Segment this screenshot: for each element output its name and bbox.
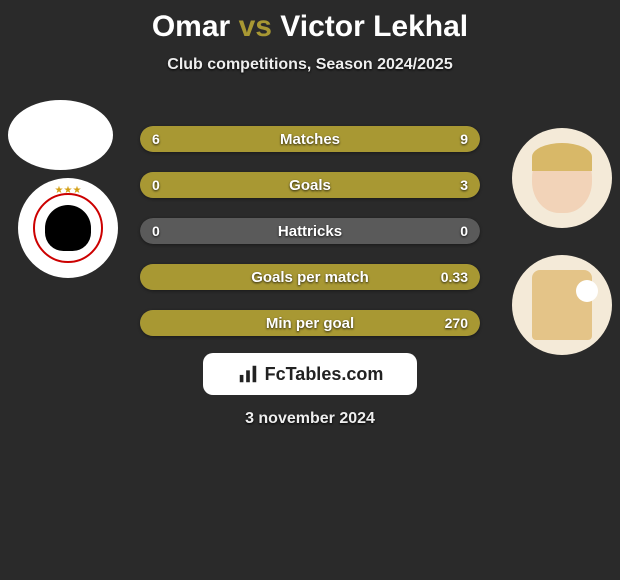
stat-value-right: 3: [460, 172, 468, 198]
player1-name: Omar: [152, 10, 230, 43]
stat-label: Goals per match: [140, 264, 480, 290]
stat-label: Goals: [140, 172, 480, 198]
stat-value-left: 6: [152, 126, 160, 152]
comparison-title: Omar vs Victor Lekhal: [0, 0, 620, 44]
player1-team-badge: ★★★: [18, 178, 118, 278]
stat-row: Goals per match0.33: [140, 264, 480, 290]
stat-bars: Matches69Goals03Hattricks00Goals per mat…: [140, 126, 480, 356]
stat-row: Goals0 3: [140, 172, 480, 198]
subtitle: Club competitions, Season 2024/2025: [0, 56, 620, 74]
stat-value-left: 0: [152, 218, 160, 244]
player1-avatar: [8, 100, 113, 170]
player2-team-badge: [512, 255, 612, 355]
brand-text: FcTables.com: [265, 364, 384, 385]
stat-row: Hattricks0 0: [140, 218, 480, 244]
stat-value-right: 0.33: [441, 264, 468, 290]
player2-name: Victor Lekhal: [280, 10, 468, 43]
player2-avatar: [512, 128, 612, 228]
stat-value-right: 9: [460, 126, 468, 152]
chart-icon: [237, 363, 259, 385]
brand-badge: FcTables.com: [203, 353, 417, 395]
stat-row: Min per goal270: [140, 310, 480, 336]
stat-label: Hattricks: [140, 218, 480, 244]
stat-label: Min per goal: [140, 310, 480, 336]
stat-row: Matches6 9: [140, 126, 480, 152]
date-label: 3 november 2024: [0, 410, 620, 428]
stat-value-left: 0: [152, 172, 160, 198]
stat-value-right: 270: [445, 310, 468, 336]
vs-label: vs: [239, 10, 272, 43]
stat-label: Matches: [140, 126, 480, 152]
stat-value-right: 0: [460, 218, 468, 244]
